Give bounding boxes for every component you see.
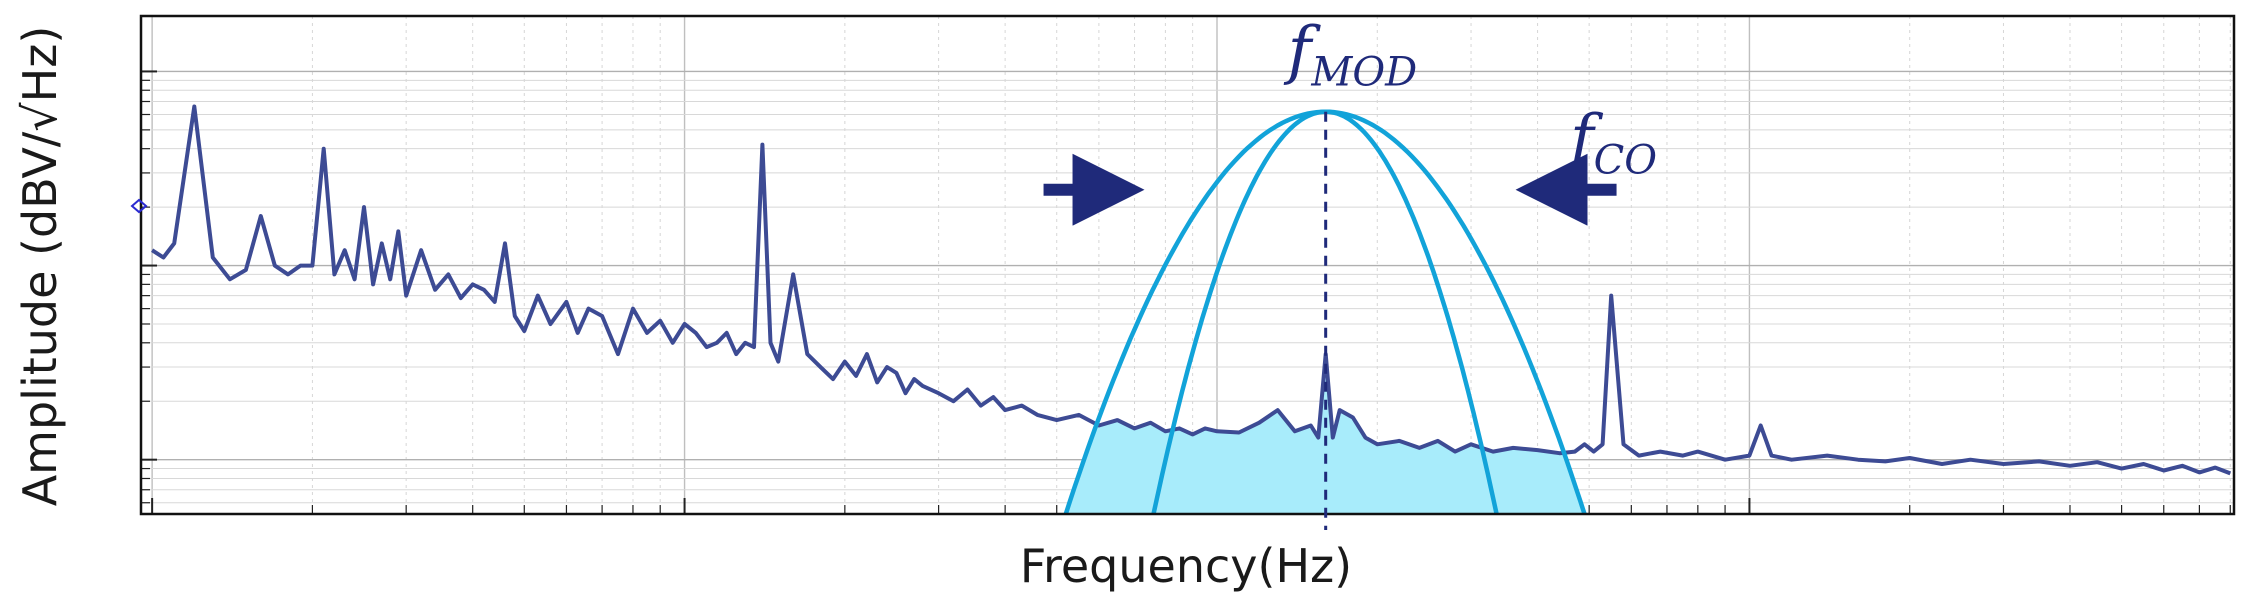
axis-marker-icon [130, 198, 148, 214]
passband-narrow-curve [1151, 109, 1499, 515]
x-axis-title: Frequency(Hz) [1020, 539, 1352, 593]
passband-curves [1063, 109, 1587, 515]
series-layer [151, 104, 2232, 476]
fmod-subscript: MOD [1310, 50, 1417, 96]
fco-subscript: CO [1594, 138, 1657, 184]
plot-frame [139, 14, 2236, 516]
fmod-label: fMOD [1284, 14, 1418, 96]
spectrum-series-line [151, 104, 2232, 476]
y-axis-title: Amplitude (dBV/√Hz) [13, 26, 67, 507]
